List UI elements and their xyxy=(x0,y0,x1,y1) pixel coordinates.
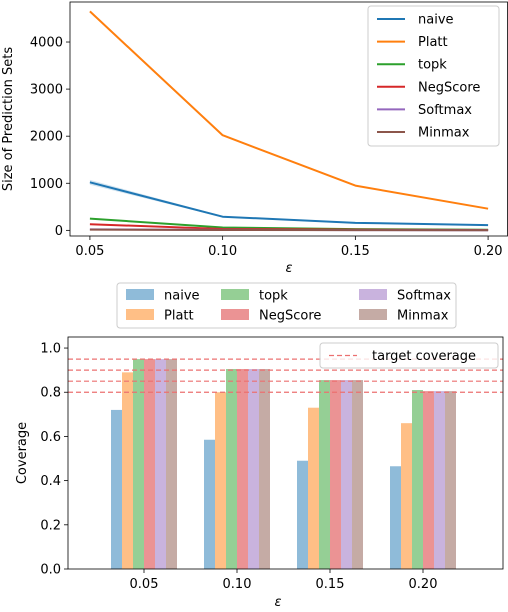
legend-label-platt: Platt xyxy=(164,309,194,324)
legend-frame-target xyxy=(319,342,499,369)
y-tick-label-top: 2000 xyxy=(30,130,63,145)
legend-swatch-minmax xyxy=(359,309,387,320)
legend-label-topk: topk xyxy=(418,58,447,73)
legend-label-negscore: NegScore xyxy=(418,80,480,95)
series-line-platt xyxy=(89,10,489,210)
y-tick-label-bottom: 0.8 xyxy=(40,386,61,401)
legend-label-target: target coverage xyxy=(372,349,476,364)
y-tick-label-top: 0 xyxy=(55,224,63,239)
x-tick-label-top: 0.10 xyxy=(208,244,237,259)
x-tick-label-bottom: 0.05 xyxy=(130,577,159,592)
y-tick-label-bottom: 1.0 xyxy=(40,342,61,357)
legend-top: naive Platt topk NegScore Softmax Minmax xyxy=(367,5,500,147)
bar-naive xyxy=(204,439,215,569)
bar-softmax xyxy=(248,369,259,569)
y-tick-label-bottom: 0.2 xyxy=(40,518,61,533)
legend-swatch-platt xyxy=(126,309,154,320)
y-axis-label-top: Size of Prediction Sets xyxy=(1,47,16,192)
legend-swatch-topk xyxy=(221,289,249,300)
legend-label-softmax: Softmax xyxy=(397,289,451,304)
x-tick-label-bottom: 0.15 xyxy=(316,577,345,592)
series-line-minmax xyxy=(89,228,489,232)
legend-label-naive: naive xyxy=(418,13,454,28)
legend-label-minmax: Minmax xyxy=(418,126,470,141)
legend-label-topk: topk xyxy=(259,289,288,304)
x-axis-label-top: ε xyxy=(285,261,292,276)
bar-negscore xyxy=(144,359,155,569)
bar-negscore xyxy=(423,391,434,569)
legend-swatch-negscore xyxy=(221,309,249,320)
plot-frame-bottom xyxy=(67,336,504,570)
y-tick-label-bottom: 0.0 xyxy=(40,563,61,578)
bar-platt xyxy=(401,423,412,569)
bar-platt xyxy=(308,407,319,569)
legend-label-naive: naive xyxy=(164,289,200,304)
x-tick-label-bottom: 0.20 xyxy=(409,577,438,592)
y-tick-label-bottom: 0.4 xyxy=(40,474,61,489)
y-axis-label-bottom: Coverage xyxy=(15,422,30,484)
bar-minmax xyxy=(445,391,456,569)
bar-softmax xyxy=(341,380,352,569)
bar-topk xyxy=(133,359,144,569)
legend-label-minmax: Minmax xyxy=(397,309,449,324)
bar-negscore xyxy=(330,380,341,569)
legend-swatch-naive xyxy=(126,289,154,300)
bar-topk xyxy=(226,369,237,569)
bar-platt xyxy=(215,392,226,569)
y-tick-label-top: 1000 xyxy=(30,177,63,192)
x-tick-label-top: 0.20 xyxy=(474,244,503,259)
y-tick-label-top: 4000 xyxy=(30,36,63,51)
y-tick-label-bottom: 0.6 xyxy=(40,430,61,445)
legend-label-negscore: NegScore xyxy=(259,309,321,324)
legend-swatch-softmax xyxy=(359,289,387,300)
legend-label-platt: Platt xyxy=(418,35,448,50)
bar-naive xyxy=(297,460,308,569)
x-tick-label-top: 0.15 xyxy=(341,244,370,259)
bar-topk xyxy=(412,390,423,569)
legend-target: target coverage xyxy=(319,342,499,369)
bar-naive xyxy=(111,409,122,569)
x-tick-label-top: 0.05 xyxy=(75,244,104,259)
legend-label-softmax: Softmax xyxy=(418,103,472,118)
bar-naive xyxy=(390,466,401,569)
bar-negscore xyxy=(237,369,248,569)
bar-platt xyxy=(122,372,133,569)
bar-minmax xyxy=(352,380,363,569)
bar-topk xyxy=(319,380,330,569)
bar-softmax xyxy=(434,391,445,569)
bar-minmax xyxy=(166,359,177,569)
bar-minmax xyxy=(259,369,270,569)
series-line-naive xyxy=(89,181,489,227)
legend-bars: naive Platt topk NegScore Softmax Minmax xyxy=(116,282,457,329)
y-tick-label-top: 3000 xyxy=(30,83,63,98)
x-tick-label-bottom: 0.10 xyxy=(223,577,252,592)
x-axis-label-bottom: ε xyxy=(274,595,281,610)
bar-softmax xyxy=(155,359,166,569)
naive-band xyxy=(89,179,489,226)
